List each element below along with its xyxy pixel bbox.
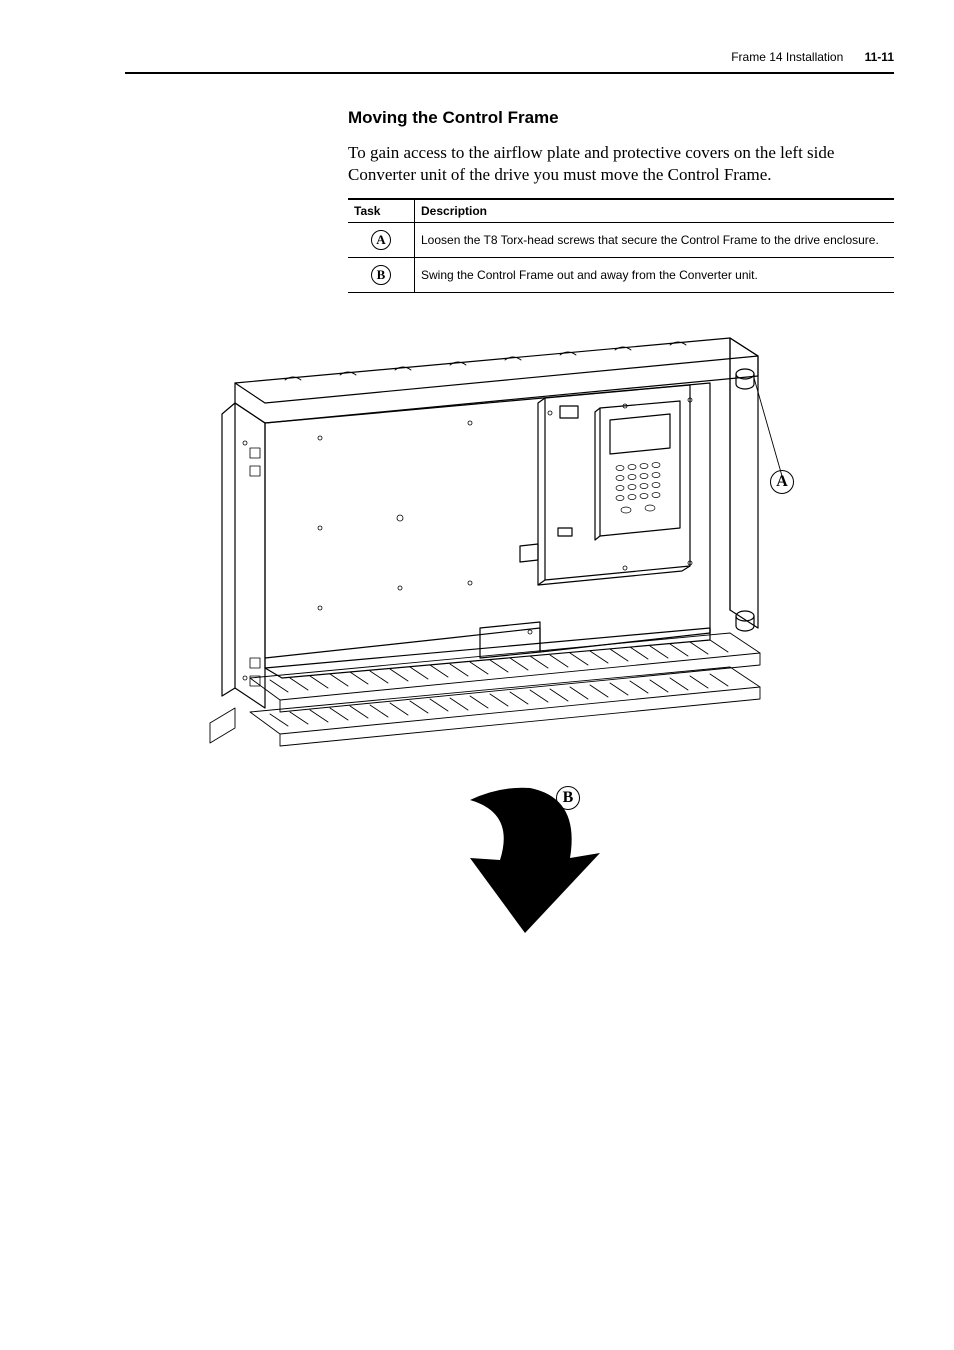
- running-head: Frame 14 Installation 11-11: [731, 50, 894, 64]
- task-description: Swing the Control Frame out and away fro…: [415, 257, 895, 292]
- col-header-description: Description: [415, 199, 895, 223]
- col-header-task: Task: [348, 199, 415, 223]
- content-block: Moving the Control Frame To gain access …: [348, 108, 894, 293]
- page: Frame 14 Installation 11-11 Moving the C…: [0, 0, 954, 1350]
- callout-a: A: [770, 470, 794, 494]
- table-row: B Swing the Control Frame out and away f…: [348, 257, 894, 292]
- task-letter-circled: B: [371, 265, 391, 285]
- chapter-label: Frame 14 Installation: [731, 50, 843, 64]
- technical-drawing-svg: [170, 328, 790, 948]
- section-intro: To gain access to the airflow plate and …: [348, 142, 894, 186]
- table-header-row: Task Description: [348, 199, 894, 223]
- callout-letter: A: [770, 470, 794, 494]
- section-title: Moving the Control Frame: [348, 108, 894, 128]
- header-rule: [125, 72, 894, 74]
- task-cell: B: [348, 257, 415, 292]
- table-row: A Loosen the T8 Torx-head screws that se…: [348, 222, 894, 257]
- callout-b: B: [556, 786, 580, 810]
- callout-letter: B: [556, 786, 580, 810]
- figure: [170, 328, 790, 948]
- task-table: Task Description A Loosen the T8 Torx-he…: [348, 198, 894, 293]
- task-letter-circled: A: [371, 230, 391, 250]
- task-cell: A: [348, 222, 415, 257]
- task-description: Loosen the T8 Torx-head screws that secu…: [415, 222, 895, 257]
- page-number: 11-11: [865, 50, 894, 64]
